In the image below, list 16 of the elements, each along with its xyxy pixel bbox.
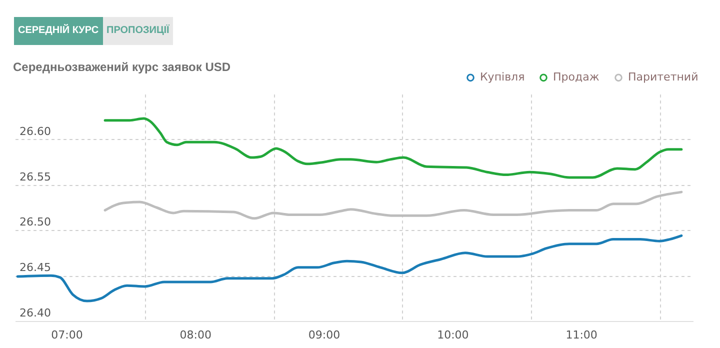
y-tick-label: 26.45: [20, 261, 51, 274]
x-tick-label: 09:00: [308, 328, 340, 342]
legend-label: Паритетний: [628, 70, 698, 84]
y-tick-label: 26.40: [20, 306, 51, 320]
legend-label: Продаж: [553, 70, 600, 84]
chart-title: Середньозважений курс заявок USD: [13, 60, 231, 74]
x-tick-label: 08:00: [180, 328, 212, 342]
y-tick-label: 26.60: [20, 124, 51, 138]
x-tick-label: 11:00: [566, 328, 598, 342]
y-tick-label: 26.55: [20, 170, 51, 184]
y-tick-label: 26.50: [20, 216, 51, 229]
text: ПРОПОЗИЦІЇ: [102, 17, 174, 45]
x-tick-label: 10:00: [437, 328, 469, 342]
text: СЕРЕДНІЙ КУРС: [14, 17, 103, 45]
x-tick-label: 07:00: [51, 328, 83, 342]
legend-label: Купівля: [480, 70, 525, 84]
